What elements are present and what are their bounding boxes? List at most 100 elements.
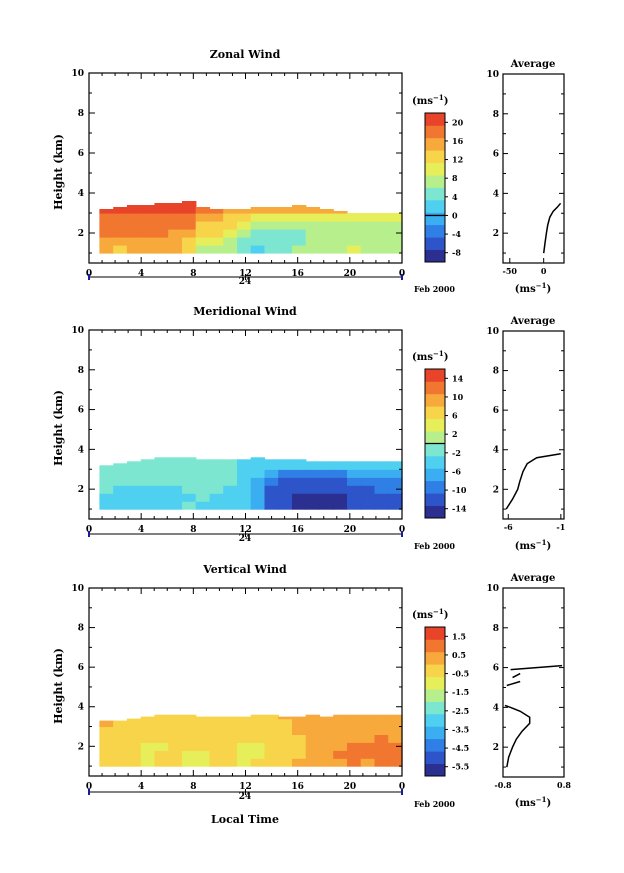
- x-tick-label: 8: [190, 525, 196, 535]
- heatmap-cell: [154, 229, 169, 238]
- heatmap-cell: [126, 726, 142, 735]
- day-marker-label: 24: [239, 277, 252, 287]
- heatmap-cell: [140, 229, 156, 238]
- heatmap-cell: [113, 207, 128, 214]
- heatmap-cell: [264, 501, 279, 510]
- heatmap-cell: [168, 758, 183, 767]
- heatmap-cell: [292, 205, 307, 214]
- colorbar-band: [425, 676, 445, 690]
- heatmap-cell: [237, 477, 252, 486]
- x-tick-label: 20: [344, 525, 357, 535]
- heatmap-cell: [360, 469, 376, 478]
- x-tick-label: 20: [344, 269, 357, 279]
- heatmap-cell: [113, 742, 128, 751]
- y-tick-label: 10: [71, 326, 84, 336]
- heatmap-cell: [360, 229, 376, 238]
- colorbar-tick-label: -6: [452, 466, 461, 476]
- heatmap-cell: [182, 726, 197, 735]
- heatmap-cell: [195, 469, 211, 478]
- heatmap-cell: [305, 485, 321, 494]
- heatmap-cell: [319, 493, 334, 502]
- average-title: Average: [510, 573, 556, 584]
- heatmap-cell: [195, 718, 211, 728]
- heatmap-cell: [278, 229, 293, 238]
- heatmap-cell: [195, 716, 211, 720]
- heatmap-cell: [264, 718, 279, 728]
- colorbar-band: [425, 137, 445, 151]
- colorbar-tick-label: 2: [452, 429, 458, 439]
- heatmap-cell: [333, 726, 348, 735]
- heatmap-cell: [388, 221, 403, 230]
- heatmap-cell: [319, 716, 334, 720]
- heatmap-cell: [250, 207, 266, 214]
- heatmap-cell: [250, 742, 266, 751]
- heatmap-cell: [250, 718, 266, 728]
- heatmap-cell: [126, 477, 142, 486]
- heatmap-cell: [292, 718, 307, 728]
- day-marker-label: 24: [239, 534, 252, 544]
- heatmap-cell: [347, 461, 362, 470]
- heatmap-cell: [305, 718, 321, 728]
- x-tick-label: 20: [344, 782, 357, 792]
- colorbar-band: [425, 701, 445, 715]
- heatmap-cell: [305, 742, 321, 751]
- heatmap-cell: [388, 237, 403, 246]
- panel-title: Vertical Wind: [202, 563, 287, 576]
- heatmap-cell: [347, 237, 362, 246]
- colorbar-tick-label: 20: [452, 117, 464, 127]
- average-x-tick-label: 0: [541, 266, 547, 276]
- heatmap-cell: [388, 485, 403, 494]
- heatmap-cell: [319, 742, 334, 751]
- meridional-wind-panel: Meridional Wind Height (km) Feb 2000 24 …: [52, 305, 565, 552]
- heatmap-cell: [264, 459, 279, 462]
- heatmap-cell: [319, 221, 334, 230]
- colorbar-tick-label: 0.5: [452, 650, 466, 660]
- heatmap-cell: [99, 734, 114, 743]
- heatmap-cell: [99, 726, 114, 735]
- panel-title: Meridional Wind: [193, 305, 297, 318]
- colorbar-tick-label: -10: [452, 485, 467, 495]
- heatmap-cell: [209, 718, 224, 728]
- heatmap-cell: [292, 459, 307, 462]
- heatmap-cell: [360, 718, 376, 728]
- colorbar-tick-label: 6: [452, 411, 458, 421]
- heatmap-cell: [278, 461, 293, 470]
- heatmap-cell: [333, 758, 348, 767]
- heatmap-cell: [333, 485, 348, 494]
- heatmap-cell: [347, 221, 362, 230]
- heatmap-cell: [305, 493, 321, 502]
- heatmap-cell: [374, 493, 389, 502]
- heatmap-cell: [223, 209, 238, 214]
- heatmap-cell: [140, 237, 156, 246]
- heatmap-cell: [209, 469, 224, 478]
- y-tick-label: 8: [78, 109, 84, 119]
- heatmap-cell: [305, 207, 321, 214]
- average-x-tick-label: -1: [556, 522, 565, 532]
- heatmap-cell: [237, 734, 252, 743]
- heatmap-cell: [209, 209, 224, 214]
- heatmap-cell: [223, 245, 238, 254]
- colorbar-band: [425, 505, 445, 519]
- heatmap-cell: [347, 469, 362, 478]
- heatmap-cell: [278, 493, 293, 502]
- x-tick-label: 0: [399, 782, 405, 792]
- heatmap-cell: [333, 245, 348, 254]
- heatmap-cell: [292, 758, 307, 767]
- colorbar-band: [425, 381, 445, 395]
- heatmap-cell: [305, 469, 321, 478]
- heatmap-cell: [182, 501, 197, 510]
- heatmap-cell: [140, 716, 156, 720]
- heatmap-cell: [250, 726, 266, 735]
- heatmap-cell: [292, 245, 307, 254]
- y-tick-label: 4: [78, 189, 84, 199]
- heatmap-cell: [223, 726, 238, 735]
- heatmap-cell: [278, 237, 293, 246]
- heatmap-cell: [223, 229, 238, 238]
- colorbar-band: [425, 651, 445, 665]
- heatmap-cell: [374, 469, 389, 478]
- y-tick-label: 6: [78, 663, 84, 673]
- heatmap-cell: [223, 742, 238, 751]
- y-tick-label: 10: [71, 69, 84, 79]
- heatmap-cell: [292, 221, 307, 230]
- colorbar-tick-label: -14: [452, 504, 467, 514]
